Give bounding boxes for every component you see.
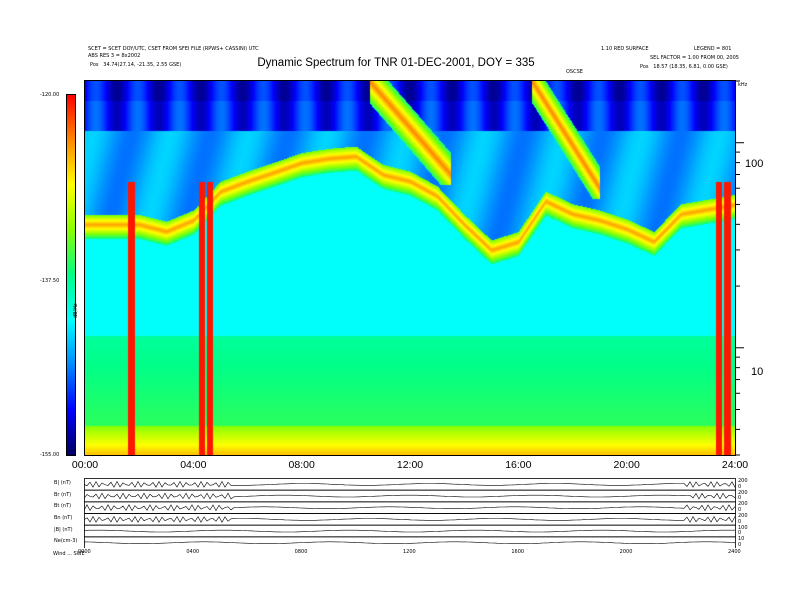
x-tick-label: 04:00 (180, 459, 207, 471)
strip-right-tick: 0 (738, 542, 742, 548)
x-tick-label: 12:00 (396, 459, 424, 471)
header-marker: OSCSE (566, 69, 583, 75)
strip-trace (84, 492, 736, 500)
strip-label: Ne(cm-3) (54, 538, 78, 545)
strip-plots (84, 478, 736, 548)
chart-title: Dynamic Spectrum for TNR 01-DEC-2001, DO… (257, 57, 535, 69)
strip-frame (84, 524, 736, 538)
header-right-line2: SEL FACTOR = 1.00 FROM 00, 2005 (650, 55, 739, 61)
strip-frame (84, 513, 736, 526)
x-tick-label: 24:00 (721, 459, 749, 471)
strip-frame (84, 536, 736, 548)
colorbar-min-label: -155.00 (40, 452, 60, 458)
x-tick-label: 20:00 (613, 459, 640, 471)
x-tick-label: 00:00 (71, 459, 99, 471)
spectrogram-heatmap (85, 81, 735, 455)
colorbar-max-label: -120.00 (40, 92, 60, 98)
colorbar-mid-label: -137.50 (40, 278, 60, 284)
header-right-line1b: LEGEND = 801 (694, 46, 732, 52)
colorbar-axis-label: dB/Hz (73, 303, 79, 318)
strip-footer-label: Wind ... SWE (53, 551, 85, 557)
strip-trace (84, 515, 736, 523)
strip-right-tick: 200 (738, 489, 748, 496)
strip-right-tick: 0 (738, 518, 742, 525)
strip-right-tick: 0 (738, 507, 742, 513)
strip-trace (84, 480, 736, 488)
strip-label: Br (nT) (54, 491, 72, 498)
spectrogram-panel (84, 80, 736, 456)
strip-trace (84, 541, 736, 544)
x-tick-label: 08:00 (288, 459, 315, 471)
strip-right-tick: 0 (738, 495, 742, 502)
header-left-line2: ABS RES 3 = 8x2002 (88, 53, 141, 59)
strip-panels (84, 478, 736, 548)
strip-right-tick: 100 (738, 524, 748, 531)
strip-label: Bn (nT) (54, 515, 73, 521)
header-left-line1: SCET = SCET DOY/UTC, CSET FROM SFEI FILE… (88, 46, 259, 52)
strip-label: Bt (nT) (54, 503, 72, 510)
colorbar (66, 94, 76, 456)
strip-x-tick: 1600 (511, 549, 525, 555)
strip-label: |B| (nT) (54, 526, 73, 533)
header-left-pos-label: Pos (90, 62, 99, 68)
y-tick-label-100: 100 (745, 158, 764, 170)
strip-frame (84, 501, 736, 514)
strip-label: B| (nT) (54, 480, 71, 486)
strip-right-tick: 10 (738, 536, 745, 543)
header-right-pos-value: 18.57 (18.35, 6.81, 0.00 GSE) (653, 64, 728, 70)
y-tick-label-10: 10 (751, 366, 764, 378)
strip-x-tick: 0000 (78, 549, 91, 555)
y-axis (736, 80, 744, 456)
y-unit-label: kHz (738, 82, 748, 88)
strip-x-tick: 2400 (728, 549, 741, 555)
x-tick-label: 16:00 (505, 459, 532, 471)
strip-x-tick: 2000 (619, 549, 633, 555)
header-right-line1: 1.10 RED SURFACE (601, 46, 649, 52)
header-left-pos: Pos 34.74(27.14, -21.35, 2.55 GSE) (90, 62, 181, 68)
header-left-pos-value: 34.74(27.14, -21.35, 2.55 GSE) (103, 62, 182, 68)
strip-right-tick: 0 (738, 483, 742, 490)
strip-x-tick: 0800 (294, 549, 308, 555)
strip-right-tick: 200 (738, 513, 748, 519)
strip-x-tick: 0400 (186, 549, 200, 555)
strip-right-tick: 200 (738, 501, 748, 508)
strip-right-tick: 200 (738, 478, 748, 484)
strip-right-tick: 0 (738, 530, 742, 537)
colorbar-gradient (67, 95, 75, 455)
header-right-pos: Pos 18.57 (18.35, 6.81, 0.00 GSE) (640, 64, 728, 70)
strip-frame (84, 478, 736, 491)
header-right-pos-label: Pos (640, 64, 649, 70)
strip-trace (84, 529, 735, 533)
strip-trace (84, 504, 736, 512)
strip-x-tick: 1200 (403, 549, 416, 555)
